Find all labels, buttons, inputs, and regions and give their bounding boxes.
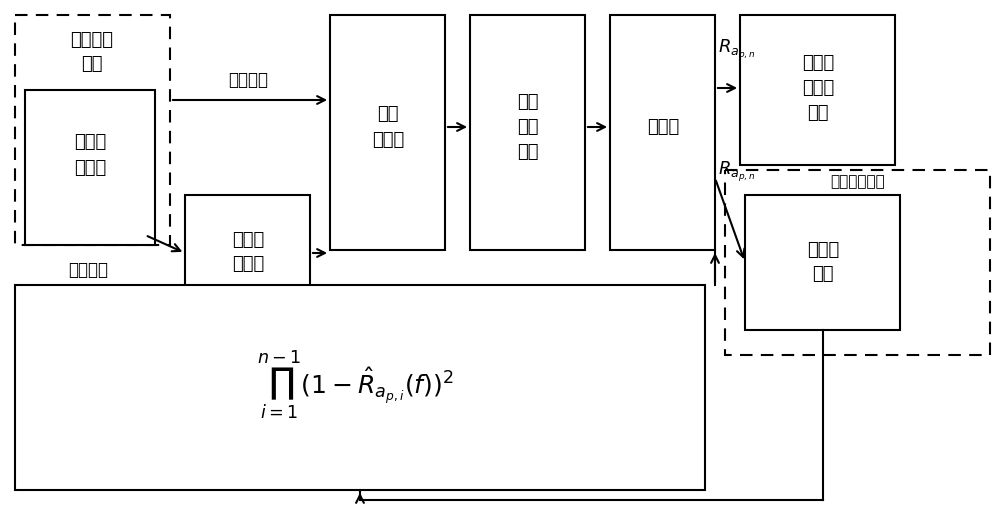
Text: 模块: 模块 <box>81 55 103 73</box>
Text: 信号预
处理器: 信号预 处理器 <box>74 134 106 176</box>
Text: 除法器: 除法器 <box>647 118 679 136</box>
Bar <box>185 195 310 310</box>
Bar <box>15 15 170 245</box>
Text: 发射信号: 发射信号 <box>228 71 268 89</box>
Text: 功率
估计器: 功率 估计器 <box>372 105 404 149</box>
Text: 数据存
储器: 数据存 储器 <box>807 241 839 284</box>
Text: $R_{a_{p,n}}$: $R_{a_{p,n}}$ <box>718 160 755 184</box>
Bar <box>745 195 900 330</box>
Text: 波段提
取装置: 波段提 取装置 <box>232 230 264 273</box>
Bar <box>330 15 445 250</box>
Bar <box>470 15 585 250</box>
Bar <box>610 15 715 250</box>
Text: 幅频
分析
装置: 幅频 分析 装置 <box>517 93 539 161</box>
Bar <box>15 285 705 490</box>
Text: $\prod_{i=1}^{n-1}(1-\hat{R}_{a_{p,i}}(f))^{2}$: $\prod_{i=1}^{n-1}(1-\hat{R}_{a_{p,i}}(f… <box>257 348 453 421</box>
Text: 中央控制单元: 中央控制单元 <box>831 174 885 190</box>
Bar <box>740 15 895 165</box>
Bar <box>25 90 155 245</box>
Text: 回波信号: 回波信号 <box>68 261 108 279</box>
Text: 信号处理: 信号处理 <box>70 31 114 49</box>
Text: $R_{a_{p,n}}$: $R_{a_{p,n}}$ <box>718 38 755 62</box>
Bar <box>725 170 990 355</box>
Text: 曲线参
数提取
模块: 曲线参 数提取 模块 <box>802 54 834 122</box>
